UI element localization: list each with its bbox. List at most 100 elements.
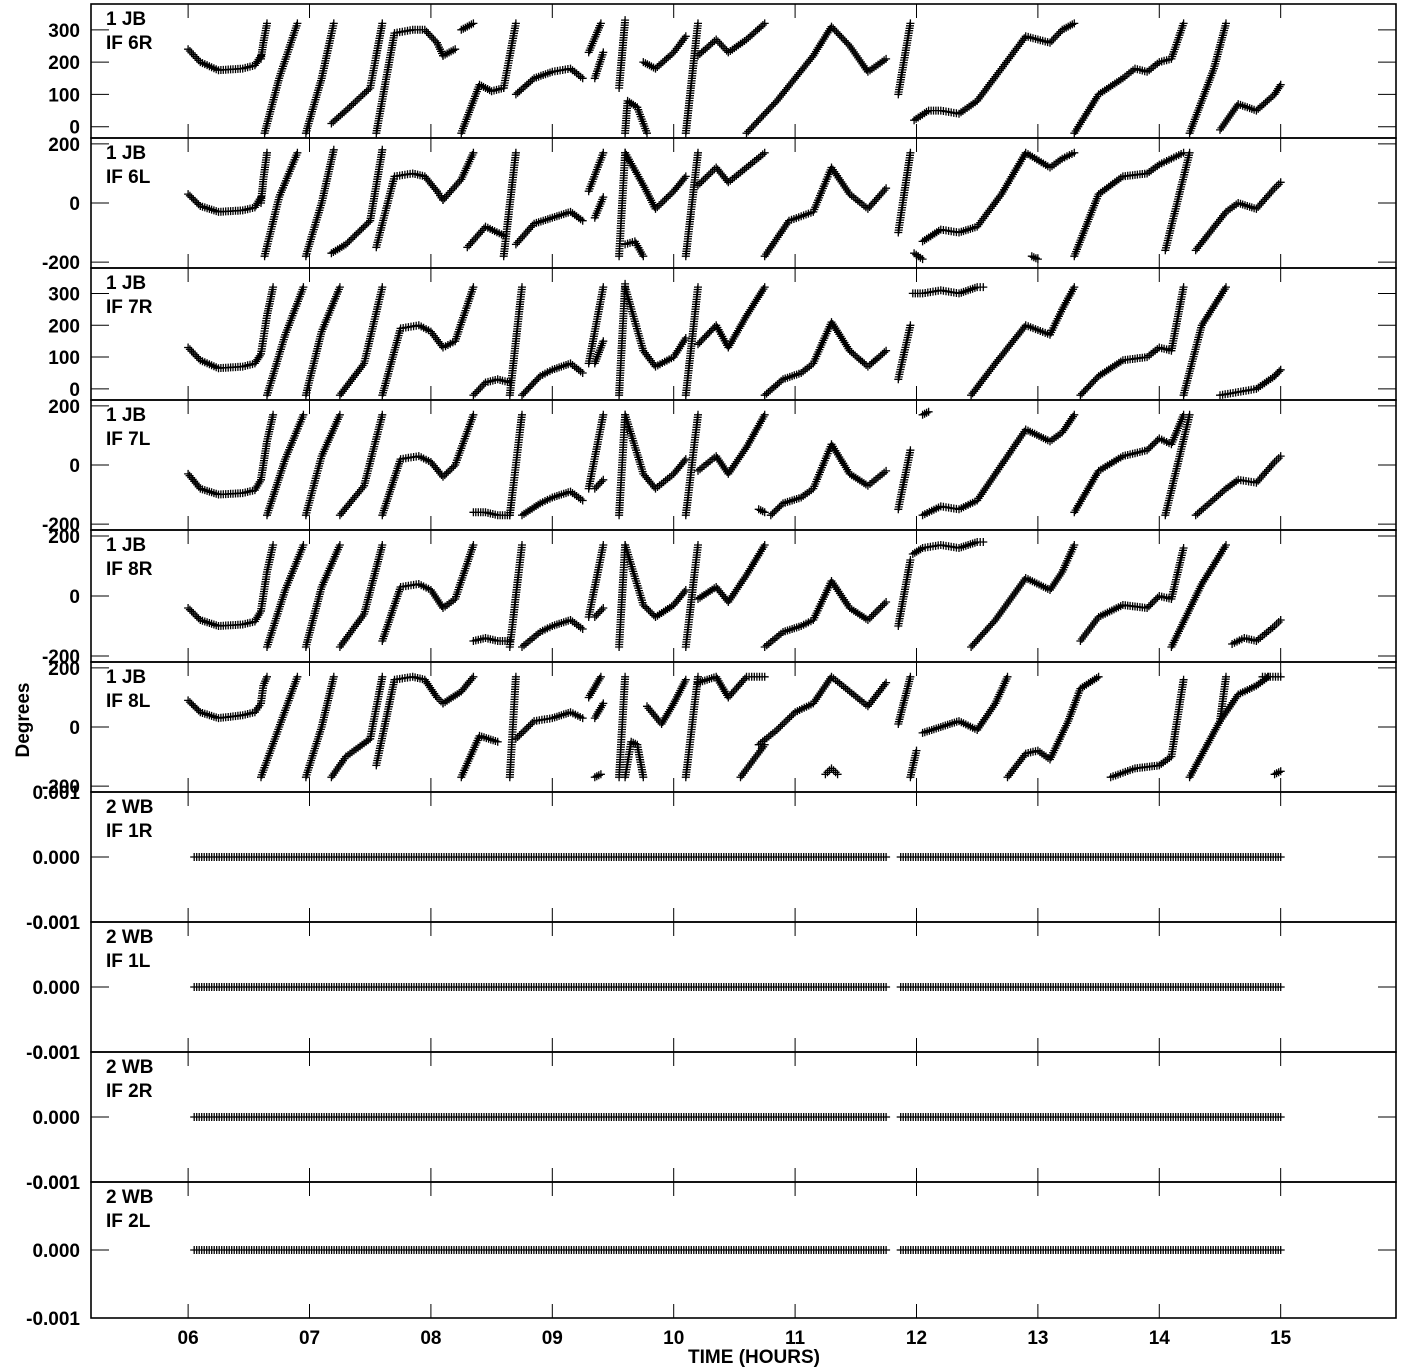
data-segment [457, 19, 478, 34]
plus-markers [378, 410, 478, 520]
data-segment [590, 48, 608, 83]
data-segment [301, 410, 344, 520]
data-segment [621, 541, 690, 621]
panel-baseline-label: 1 JB [106, 405, 146, 426]
plus-markers [896, 853, 1285, 861]
plus-markers [621, 148, 690, 213]
plus-markers [918, 407, 933, 419]
data-segment [439, 45, 460, 60]
y-tick-label: 0 [69, 587, 80, 608]
plus-markers [590, 48, 608, 83]
plus-markers [1216, 365, 1285, 400]
plus-markers [896, 1113, 1285, 1121]
plus-markers [694, 19, 769, 60]
data-segment [760, 577, 891, 651]
panel-baseline-label: 1 JB [106, 535, 146, 556]
panel: 300 200 100 0 1 JB IF 6R [48, 3, 1397, 139]
data-segment [190, 1246, 891, 1254]
data-segment [621, 96, 651, 138]
data-segment [896, 853, 1285, 861]
plus-markers [499, 148, 520, 261]
plus-markers [1191, 178, 1285, 255]
data-segment [439, 148, 478, 204]
plus-markers [1167, 541, 1230, 651]
plus-markers [615, 148, 630, 261]
y-tick-label: 0.001 [32, 913, 80, 934]
plus-markers [590, 475, 608, 493]
data-segment [1185, 672, 1230, 782]
data-segment [257, 19, 271, 63]
data-segment [681, 541, 702, 651]
plus-markers [263, 410, 308, 520]
plus-markers [918, 410, 1079, 520]
data-segment [894, 148, 915, 237]
data-segment [590, 475, 608, 493]
data-segment [590, 604, 608, 621]
plus-markers [190, 1246, 891, 1254]
plus-markers [469, 634, 514, 645]
x-tick-label: 12 [906, 1328, 927, 1349]
plus-markers [894, 556, 915, 630]
x-tick-label: 08 [420, 1328, 441, 1349]
plus-markers [908, 538, 988, 558]
panel: 0.001 0.000 -0.001 2 WB IF 1R [26, 783, 1397, 934]
plus-markers [378, 283, 478, 400]
data-segment [518, 487, 587, 520]
plus-markers [896, 983, 1285, 991]
data-segment [184, 343, 265, 373]
data-segment [1003, 672, 1103, 782]
data-segment [1070, 148, 1188, 261]
data-segment [896, 1246, 1285, 1254]
panel: 0.001 0.000 -0.001 2 WB IF 2R [26, 1043, 1397, 1194]
y-tick-label: 0.000 [32, 1108, 80, 1129]
panel: 200 0 -200 1 JB IF 8R [42, 527, 1397, 668]
plus-markers [681, 541, 702, 651]
data-segment [1228, 616, 1285, 648]
data-segment [511, 708, 587, 743]
plus-markers [335, 541, 387, 651]
y-tick-label: 0 [69, 118, 80, 139]
plus-markers [469, 375, 514, 400]
data-segment [1167, 541, 1230, 651]
plus-markers [1258, 672, 1285, 681]
plus-markers [736, 740, 769, 782]
panel: 200 0 -200 1 JB IF 6L [42, 135, 1397, 274]
plus-markers [694, 283, 769, 352]
plus-markers [511, 64, 587, 99]
plus-markers [894, 446, 915, 514]
data-segment [301, 19, 338, 138]
plus-markers [372, 672, 447, 770]
data-segment [584, 672, 605, 702]
data-segment [257, 283, 278, 358]
y-tick-label: -200 [42, 647, 80, 668]
data-segment [263, 410, 308, 520]
data-segment [190, 1113, 891, 1121]
plus-markers [184, 696, 265, 723]
data-segment [615, 148, 630, 261]
plus-markers [518, 616, 587, 651]
plus-markers [584, 410, 608, 493]
data-segment [742, 22, 891, 138]
plus-markers [643, 675, 690, 728]
data-segment [910, 19, 1079, 125]
panel-baseline-label: 2 WB [106, 927, 154, 948]
data-segment [967, 541, 1079, 651]
plus-markers [1076, 283, 1188, 400]
plus-markers [1161, 148, 1194, 255]
y-tick-label: 200 [48, 316, 80, 337]
data-segment [584, 283, 608, 368]
data-segment [694, 19, 769, 60]
data-segment [1216, 80, 1285, 134]
x-tick-label: 13 [1027, 1328, 1048, 1349]
plus-markers [821, 764, 842, 779]
plus-markers [505, 672, 520, 782]
data-segment [694, 283, 769, 352]
data-segment [590, 770, 605, 782]
data-segment [469, 634, 514, 645]
plus-markers [511, 207, 587, 249]
data-segment [1070, 410, 1188, 517]
plus-markers [694, 148, 769, 190]
y-tick-label: 0.001 [32, 1043, 80, 1064]
x-tick-label: 14 [1149, 1328, 1171, 1349]
data-segment [263, 541, 308, 651]
